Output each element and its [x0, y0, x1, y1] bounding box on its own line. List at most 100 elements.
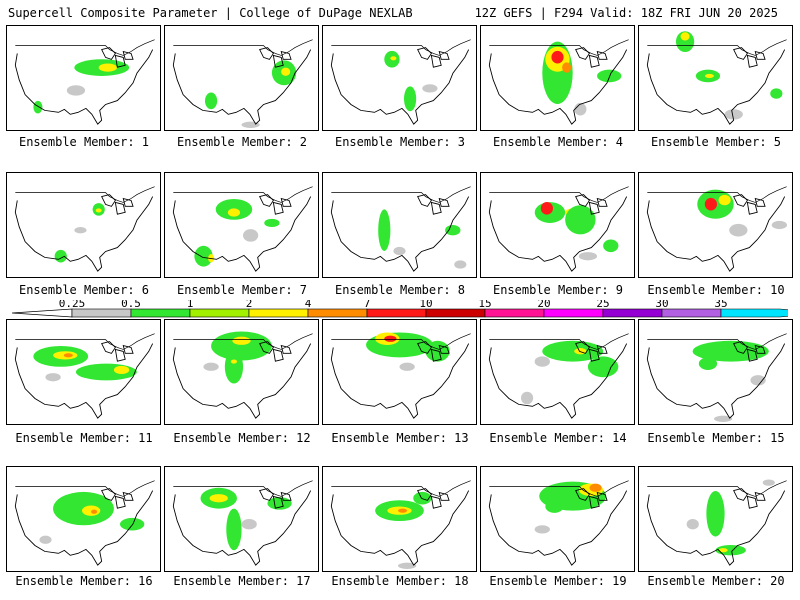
- colorbar-left-arrow: [12, 308, 73, 318]
- border-line: [331, 333, 471, 350]
- scp-contour-blob: [589, 483, 602, 492]
- border-line: [489, 480, 629, 497]
- great-lakes-outline: [575, 341, 608, 362]
- map-svg: [330, 480, 471, 569]
- scp-contour-blob: [399, 362, 415, 371]
- ensemble-map-panel: [322, 172, 477, 278]
- ensemble-map-panel: [164, 319, 319, 425]
- ensemble-map-panel: [480, 319, 635, 425]
- border-line: [647, 480, 787, 497]
- great-lakes-outline: [575, 194, 608, 215]
- great-lakes-outline: [101, 488, 134, 509]
- ensemble-member-label: Ensemble Member: 3: [334, 135, 466, 149]
- colorbar-tick-label: 0.5: [121, 300, 141, 310]
- ensemble-member-label: Ensemble Member: 2: [176, 135, 308, 149]
- scp-contour-blob: [534, 525, 550, 534]
- map-svg: [646, 479, 787, 566]
- border-line: [173, 333, 313, 350]
- scp-contour-blob: [393, 246, 406, 256]
- scp-contour-blob: [224, 350, 244, 384]
- great-lakes-outline: [259, 488, 292, 509]
- ensemble-member-label: Ensemble Member: 4: [492, 135, 624, 149]
- colorbar-segment: [661, 308, 722, 318]
- colorbar-tick-label: 20: [537, 300, 550, 310]
- scp-contour-blob: [724, 109, 743, 120]
- border-line: [15, 333, 155, 350]
- ensemble-member-label: Ensemble Member: 14: [489, 431, 627, 445]
- scp-contour-blob: [714, 415, 733, 422]
- ensemble-member-label: Ensemble Member: 9: [492, 283, 624, 297]
- great-lakes-outline: [733, 488, 766, 509]
- coastline: [172, 49, 312, 125]
- scp-contour-blob: [366, 332, 433, 358]
- colorbar-tick-label: 2: [246, 300, 253, 310]
- scp-contour-blob: [578, 252, 598, 261]
- scp-contour-blob: [205, 92, 218, 110]
- scp-contour-blob: [230, 359, 237, 364]
- ensemble-map-panel: [6, 466, 161, 572]
- colorbar-segment: [189, 308, 250, 318]
- colorbar-tick-label: 25: [596, 300, 609, 310]
- coastline: [330, 49, 470, 125]
- scp-contour-blob: [91, 509, 98, 514]
- valid-time-title: 12Z GEFS | F294 Valid: 18Z FRI JUN 20 20…: [474, 6, 778, 20]
- ensemble-map-panel: [638, 172, 793, 278]
- scp-contour-blob: [264, 218, 280, 228]
- map-svg: [14, 39, 155, 125]
- ensemble-member-label: Ensemble Member: 16: [15, 574, 153, 588]
- scp-contour-blob: [267, 497, 292, 510]
- ensemble-map-panel: [322, 319, 477, 425]
- scp-contour-blob: [82, 505, 101, 516]
- scp-contour-blob: [545, 500, 564, 513]
- scp-contour-blob: [603, 239, 619, 253]
- map-svg: [330, 186, 471, 272]
- coastline: [172, 490, 312, 566]
- colorbar-tick-label: 10: [419, 300, 432, 310]
- map-svg: [172, 480, 313, 566]
- scp-contour-blob: [729, 223, 748, 237]
- scp-contour-blob: [203, 362, 219, 371]
- ensemble-map-panel: [6, 319, 161, 425]
- border-line: [489, 186, 629, 203]
- ensemble-member-label: Ensemble Member: 5: [650, 135, 782, 149]
- great-lakes-outline: [259, 194, 292, 215]
- ensemble-member-label: Ensemble Member: 6: [18, 283, 150, 297]
- map-svg: [646, 31, 787, 125]
- map-svg: [488, 333, 629, 419]
- scp-contour-blob: [119, 517, 145, 531]
- map-svg: [14, 480, 155, 566]
- ensemble-member-label: Ensemble Member: 17: [173, 574, 311, 588]
- ensemble-map-panel: [164, 466, 319, 572]
- scp-contour-blob: [704, 73, 714, 78]
- map-svg: [172, 186, 313, 272]
- coastline: [14, 490, 154, 566]
- scp-contour-blob: [39, 535, 52, 544]
- scp-contour-blob: [63, 353, 73, 358]
- ensemble-member-label: Ensemble Member: 8: [334, 283, 466, 297]
- ensemble-member-label: Ensemble Member: 20: [647, 574, 785, 588]
- map-svg: [488, 186, 629, 272]
- ensemble-member-label: Ensemble Member: 18: [331, 574, 469, 588]
- ensemble-member-label: Ensemble Member: 10: [647, 283, 785, 297]
- product-title: Supercell Composite Parameter | College …: [8, 6, 413, 20]
- coastline: [488, 196, 628, 272]
- great-lakes-outline: [733, 341, 766, 362]
- colorbar-segment: [484, 308, 545, 318]
- colorbar-tick-label: 35: [714, 300, 727, 310]
- border-line: [173, 186, 313, 203]
- coastline: [646, 343, 786, 419]
- scp-contour-blob: [95, 208, 102, 213]
- border-line: [331, 39, 471, 56]
- ensemble-map-panel: [6, 172, 161, 278]
- scp-contour-blob: [551, 50, 564, 64]
- coastline: [330, 196, 470, 272]
- scp-contour-blob: [384, 335, 397, 342]
- scp-contour-blob: [562, 62, 572, 73]
- scp-contour-blob: [398, 562, 417, 569]
- great-lakes-outline: [101, 341, 134, 362]
- coastline: [330, 343, 470, 419]
- scp-contour-blob: [445, 225, 461, 236]
- scp-contour-blob: [692, 340, 769, 362]
- scp-contour-blob: [534, 356, 550, 367]
- scp-contour-blob: [565, 205, 596, 235]
